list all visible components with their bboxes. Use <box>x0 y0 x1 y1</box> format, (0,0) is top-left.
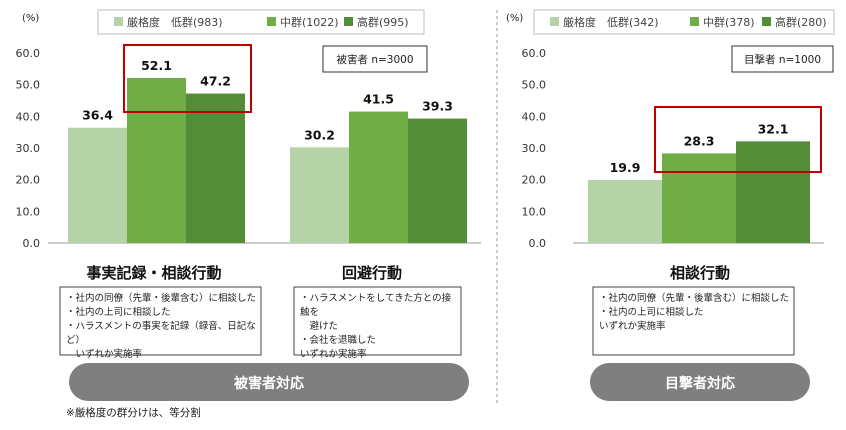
y-tick-label: 0.0 <box>23 237 41 250</box>
legend-swatch <box>762 17 771 26</box>
note-box <box>293 286 462 356</box>
y-tick-label: 40.0 <box>16 110 41 123</box>
data-label: 36.4 <box>82 108 113 123</box>
y-tick-label: 60.0 <box>522 47 547 60</box>
category-heading: 事実記録・相談行動 <box>86 264 222 282</box>
highlight-box <box>123 44 252 113</box>
y-tick-label: 40.0 <box>522 110 547 123</box>
note-text: ・社内の同僚（先輩・後輩含む）に相談した ・社内の上司に相談した ・ハラスメント… <box>66 293 257 360</box>
group-label: 被害者対応 <box>234 376 304 392</box>
footnote: ※厳格度の群分けは、等分割 <box>66 407 201 419</box>
y-tick-label: 0.0 <box>529 237 547 250</box>
bar <box>127 78 186 244</box>
y-tick-label: 60.0 <box>16 47 41 60</box>
legend-swatch <box>344 17 353 26</box>
legend-swatch <box>267 17 276 26</box>
note-box <box>592 286 795 356</box>
legend-entry: 中群(1022) <box>280 15 339 29</box>
y-unit-label: (%) <box>506 13 523 24</box>
legend-entry: 厳格度 低群(342) <box>563 15 659 29</box>
y-tick-label: 30.0 <box>16 142 41 155</box>
legend-swatch <box>114 17 123 26</box>
bar <box>68 127 127 243</box>
bar <box>290 147 349 243</box>
category-heading: 相談行動 <box>669 264 730 282</box>
y-unit-label: (%) <box>22 13 39 24</box>
legend-box <box>533 9 835 35</box>
note-text: ・社内の同僚（先輩・後輩含む）に相談した ・社内の上司に相談した いずれか実施率 <box>599 293 790 332</box>
legend-swatch <box>550 17 559 26</box>
group-pill <box>69 363 469 401</box>
data-label: 47.2 <box>200 74 231 89</box>
highlight-box <box>654 106 822 173</box>
y-tick-label: 50.0 <box>16 79 41 92</box>
legend-entry: 厳格度 低群(983) <box>127 15 223 29</box>
bar <box>349 111 408 243</box>
data-label: 41.5 <box>363 92 394 107</box>
bar <box>662 153 736 243</box>
legend-entry: 高群(995) <box>357 15 409 29</box>
legend-swatch <box>690 17 699 26</box>
data-label: 30.2 <box>304 127 335 142</box>
legend-entry: 中群(378) <box>703 15 755 29</box>
bar <box>736 141 810 243</box>
legend-entry: 高群(280) <box>775 15 827 29</box>
y-tick-label: 10.0 <box>16 205 41 218</box>
y-tick-label: 50.0 <box>522 79 547 92</box>
y-tick-label: 20.0 <box>522 174 547 187</box>
sample-size-label: 目撃者 n=1000 <box>744 53 821 66</box>
sample-size-box <box>731 45 834 73</box>
bar <box>588 179 662 243</box>
bar <box>186 93 245 244</box>
y-tick-label: 10.0 <box>522 205 547 218</box>
data-label: 19.9 <box>610 160 641 175</box>
legend-box <box>97 9 425 35</box>
y-tick-label: 30.0 <box>522 142 547 155</box>
data-label: 52.1 <box>141 58 172 73</box>
category-heading: 回避行動 <box>341 264 402 282</box>
data-label: 39.3 <box>422 99 453 114</box>
sample-size-label: 被害者 n=3000 <box>336 53 413 66</box>
bar <box>408 118 467 243</box>
y-tick-label: 20.0 <box>16 174 41 187</box>
group-label: 目撃者対応 <box>665 376 735 392</box>
sample-size-box <box>322 45 428 73</box>
data-label: 28.3 <box>684 133 715 148</box>
data-label: 32.1 <box>758 121 789 136</box>
note-text: ・ハラスメントをしてきた方との接触を 避けた ・会社を退職した いずれか実施率 <box>300 293 452 360</box>
group-pill <box>590 363 810 401</box>
note-box <box>59 286 262 356</box>
